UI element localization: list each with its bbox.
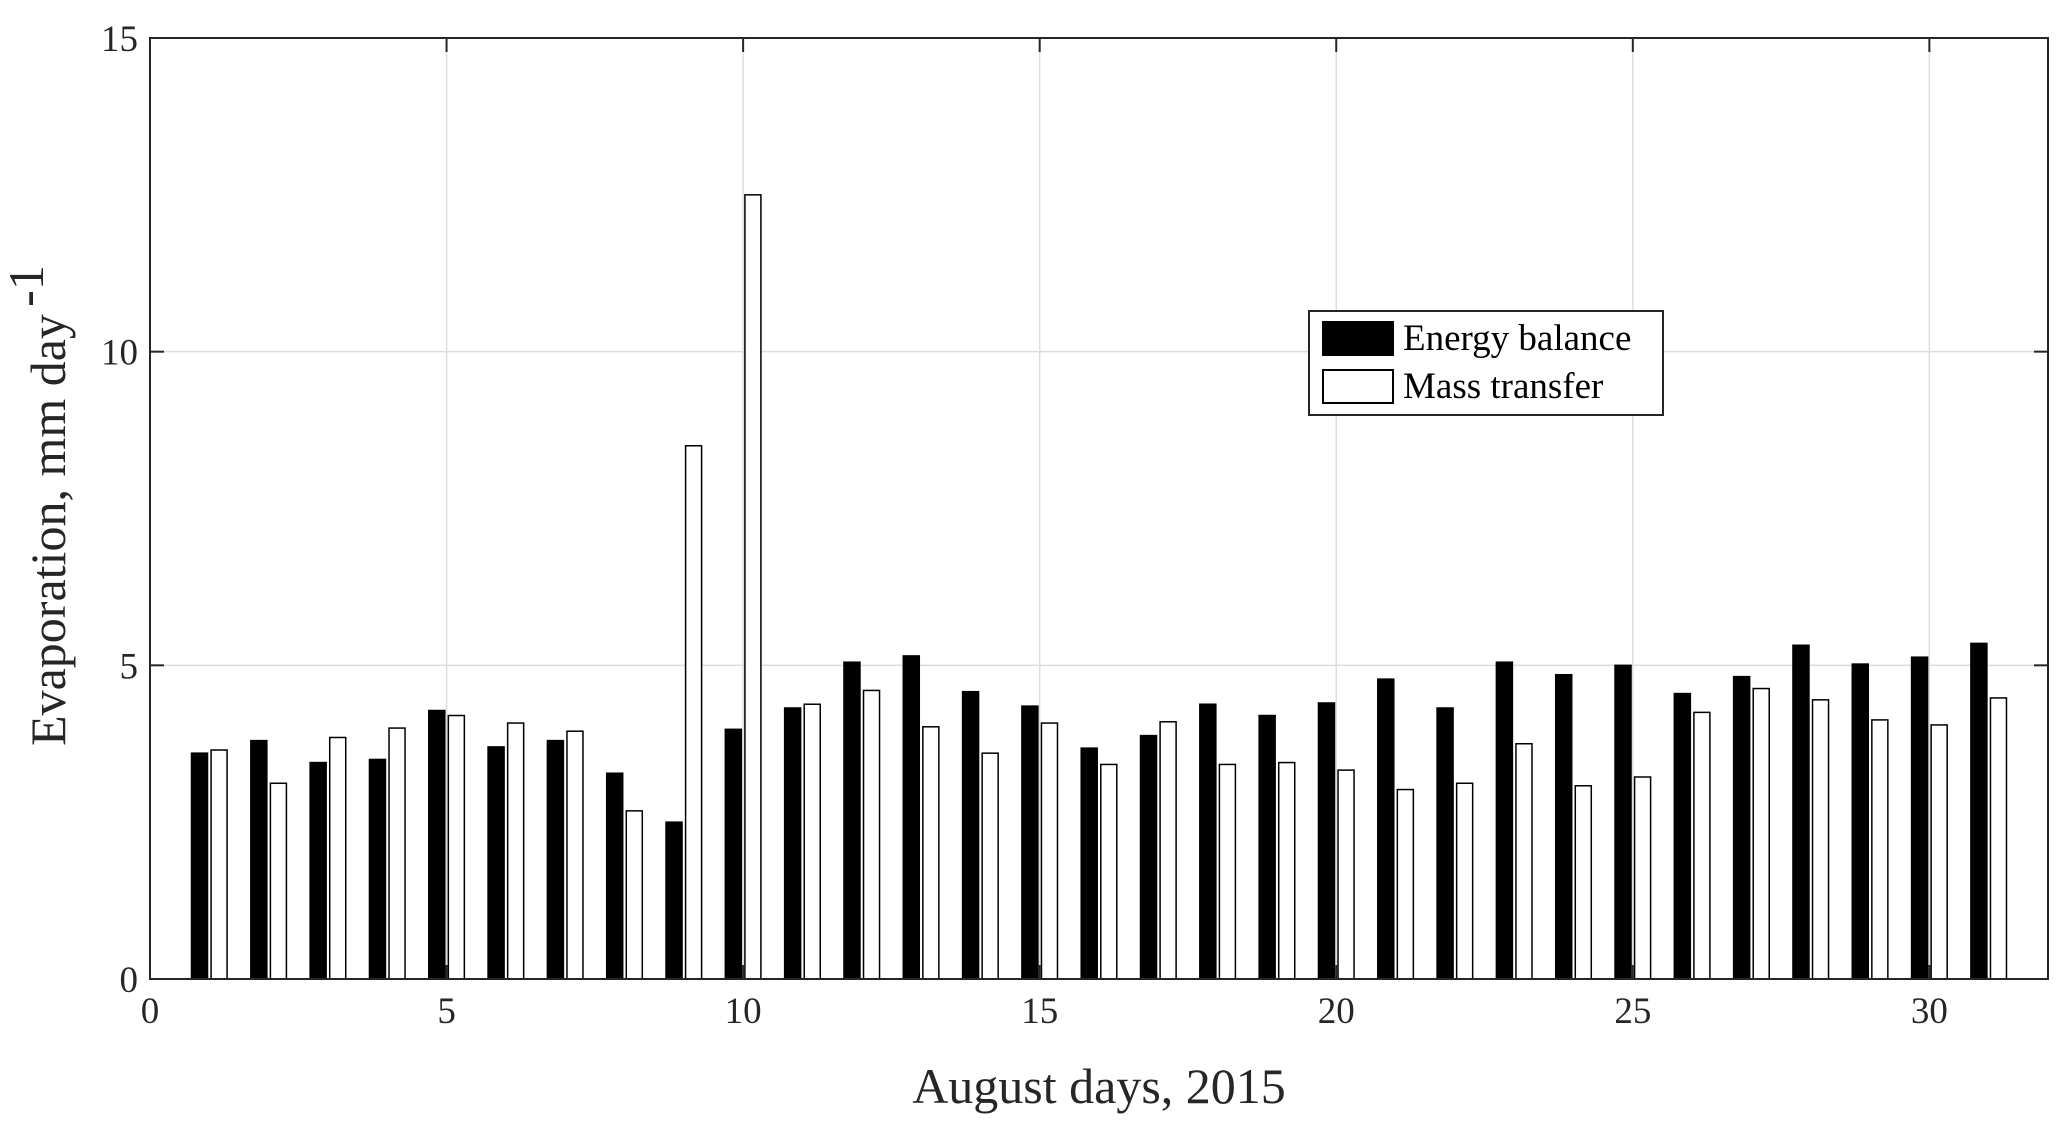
x-axis-label: August days, 2015 — [912, 1058, 1286, 1114]
plot-background — [150, 38, 2048, 979]
x-tick-label: 25 — [1614, 991, 1651, 1032]
legend-swatch-energy-balance — [1322, 321, 1394, 356]
bar-mass-transfer — [1455, 782, 1474, 980]
bar-energy-balance — [1377, 678, 1395, 980]
bar-energy-balance — [1317, 702, 1336, 980]
bar-energy-balance — [724, 728, 743, 980]
x-tick-label: 10 — [725, 991, 762, 1032]
y-axis-label-superscript: -1 — [0, 265, 54, 307]
bar-mass-transfer — [862, 689, 881, 980]
bar-energy-balance — [1554, 673, 1573, 980]
bar-mass-transfer — [269, 782, 288, 980]
x-tick-label: 5 — [437, 991, 456, 1032]
bar-energy-balance — [1970, 642, 1988, 980]
bar-mass-transfer — [1693, 711, 1711, 980]
tick-labels: 0 5 10 15 20 25 30 0 5 10 15 — [101, 19, 1948, 1032]
bar-mass-transfer — [1337, 769, 1355, 980]
bar-energy-balance — [902, 655, 921, 980]
bar-energy-balance — [546, 739, 565, 980]
bar-energy-balance — [309, 761, 327, 980]
bar-mass-transfer — [566, 730, 584, 980]
bar-energy-balance — [843, 661, 861, 980]
legend: Energy balance Mass transfer — [1308, 310, 1664, 416]
bar-mass-transfer — [744, 194, 762, 980]
bar-mass-transfer — [1515, 743, 1533, 980]
bar-mass-transfer — [1574, 785, 1593, 980]
x-tick-label: 15 — [1021, 991, 1058, 1032]
bar-energy-balance — [368, 758, 387, 980]
bar-energy-balance — [1139, 734, 1158, 980]
bar-mass-transfer — [1930, 724, 1948, 980]
x-tick-label: 30 — [1911, 991, 1948, 1032]
plot-frame — [149, 37, 2049, 980]
bar-energy-balance — [1021, 705, 1039, 980]
y-axis-label-group: Evaporation, mm day -1 — [0, 265, 76, 746]
x-tick-label: 0 — [141, 991, 160, 1032]
bar-energy-balance — [783, 707, 802, 980]
bar-energy-balance — [1199, 703, 1217, 980]
bar-mass-transfer — [1218, 763, 1237, 980]
bar-mass-transfer — [1752, 687, 1770, 980]
bar-energy-balance — [428, 709, 446, 980]
bar-mass-transfer — [625, 810, 644, 980]
bar-energy-balance — [1080, 747, 1098, 980]
x-tick-label: 20 — [1318, 991, 1355, 1032]
bar-energy-balance — [961, 690, 980, 980]
legend-swatch-mass-transfer — [1322, 369, 1394, 404]
bar-energy-balance — [190, 752, 209, 980]
bar-mass-transfer — [1871, 719, 1889, 980]
bar-mass-transfer — [922, 726, 940, 980]
bar-energy-balance — [1673, 692, 1692, 980]
y-tick-label: 10 — [101, 333, 138, 374]
bar-energy-balance — [1732, 675, 1751, 980]
bar-energy-balance — [487, 746, 505, 980]
bar-mass-transfer — [388, 727, 406, 980]
legend-label-mass-transfer: Mass transfer — [1403, 366, 1603, 407]
bar-mass-transfer — [1100, 763, 1118, 980]
bar-mass-transfer — [447, 714, 466, 980]
bar-mass-transfer — [981, 752, 999, 980]
bar-energy-balance — [1258, 714, 1276, 980]
bar-mass-transfer — [1040, 722, 1059, 980]
bar-mass-transfer — [1989, 697, 2008, 980]
bar-energy-balance — [1792, 644, 1810, 980]
y-axis-label: Evaporation, mm day — [20, 314, 76, 746]
bar-series — [190, 194, 2008, 980]
bar-mass-transfer — [1159, 721, 1177, 980]
bar-mass-transfer — [210, 749, 228, 980]
bar-energy-balance — [665, 821, 683, 980]
bar-mass-transfer — [1396, 788, 1415, 980]
bar-energy-balance — [1614, 664, 1632, 980]
bar-mass-transfer — [328, 736, 347, 980]
bar-energy-balance — [1910, 656, 1929, 980]
y-tick-label: 15 — [101, 19, 138, 60]
bar-energy-balance — [1495, 661, 1514, 980]
bar-mass-transfer — [1633, 776, 1652, 980]
y-tick-label: 0 — [120, 960, 139, 1001]
bar-energy-balance — [605, 772, 624, 980]
bar-energy-balance — [1851, 663, 1870, 980]
y-tick-label: 5 — [120, 646, 139, 687]
bar-energy-balance — [1436, 707, 1454, 980]
bar-mass-transfer — [803, 703, 821, 980]
bar-mass-transfer — [1277, 761, 1296, 980]
bar-mass-transfer — [684, 445, 703, 980]
bar-mass-transfer — [506, 722, 525, 980]
bar-energy-balance — [250, 739, 268, 980]
bar-mass-transfer — [1811, 699, 1830, 980]
legend-label-energy-balance: Energy balance — [1403, 318, 1631, 359]
